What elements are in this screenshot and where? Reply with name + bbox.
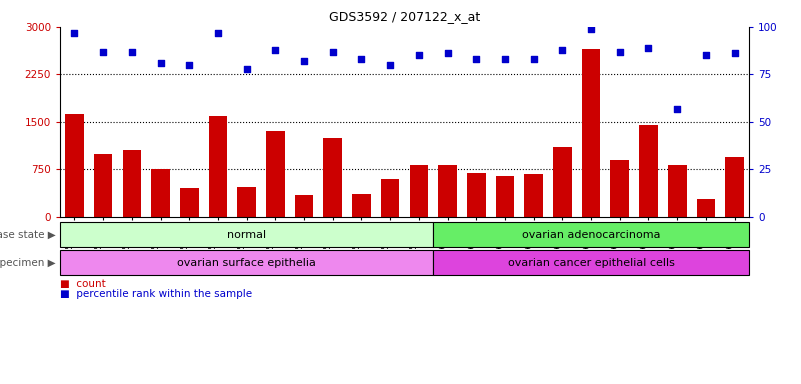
Bar <box>324 138 342 217</box>
Point <box>326 48 339 55</box>
Bar <box>60 222 433 247</box>
Bar <box>525 174 543 217</box>
Bar <box>60 250 433 275</box>
Bar <box>352 194 371 217</box>
Point <box>183 62 195 68</box>
Point <box>642 45 655 51</box>
Text: ■  count: ■ count <box>60 279 106 289</box>
Text: GDS3592 / 207122_x_at: GDS3592 / 207122_x_at <box>329 10 480 23</box>
Point <box>441 50 454 56</box>
Point <box>126 48 139 55</box>
Point <box>413 52 425 58</box>
Bar <box>180 188 199 217</box>
Bar <box>582 49 601 217</box>
Bar <box>65 114 84 217</box>
Bar <box>151 169 170 217</box>
Point <box>154 60 167 66</box>
Bar <box>380 179 400 217</box>
Text: ovarian surface epithelia: ovarian surface epithelia <box>177 258 316 268</box>
Point <box>68 30 81 36</box>
Text: ■  percentile rank within the sample: ■ percentile rank within the sample <box>60 289 252 299</box>
Bar <box>725 157 744 217</box>
Bar <box>123 151 141 217</box>
Point <box>355 56 368 62</box>
Bar <box>639 125 658 217</box>
Point <box>728 50 741 56</box>
Bar <box>697 199 715 217</box>
Bar <box>496 176 514 217</box>
Point <box>384 62 396 68</box>
Bar <box>668 165 686 217</box>
Bar <box>237 187 256 217</box>
Point <box>556 46 569 53</box>
Bar <box>295 195 313 217</box>
Bar <box>438 165 457 217</box>
Bar <box>266 131 284 217</box>
Bar <box>467 173 485 217</box>
Point <box>670 106 683 112</box>
Text: normal: normal <box>227 230 266 240</box>
Point <box>585 26 598 32</box>
Text: disease state ▶: disease state ▶ <box>0 230 56 240</box>
Bar <box>433 250 749 275</box>
Text: ovarian adenocarcinoma: ovarian adenocarcinoma <box>521 230 660 240</box>
Point <box>240 66 253 72</box>
Point <box>527 56 540 62</box>
Point <box>211 30 224 36</box>
Point <box>470 56 483 62</box>
Text: ovarian cancer epithelial cells: ovarian cancer epithelial cells <box>508 258 674 268</box>
Point <box>97 48 110 55</box>
Bar <box>409 165 429 217</box>
Point <box>269 46 282 53</box>
Text: specimen ▶: specimen ▶ <box>0 258 56 268</box>
Point <box>498 56 511 62</box>
Bar <box>433 222 749 247</box>
Point <box>614 48 626 55</box>
Bar <box>610 160 629 217</box>
Bar <box>553 147 572 217</box>
Point <box>699 52 712 58</box>
Bar <box>94 154 112 217</box>
Point <box>298 58 311 64</box>
Bar <box>208 116 227 217</box>
